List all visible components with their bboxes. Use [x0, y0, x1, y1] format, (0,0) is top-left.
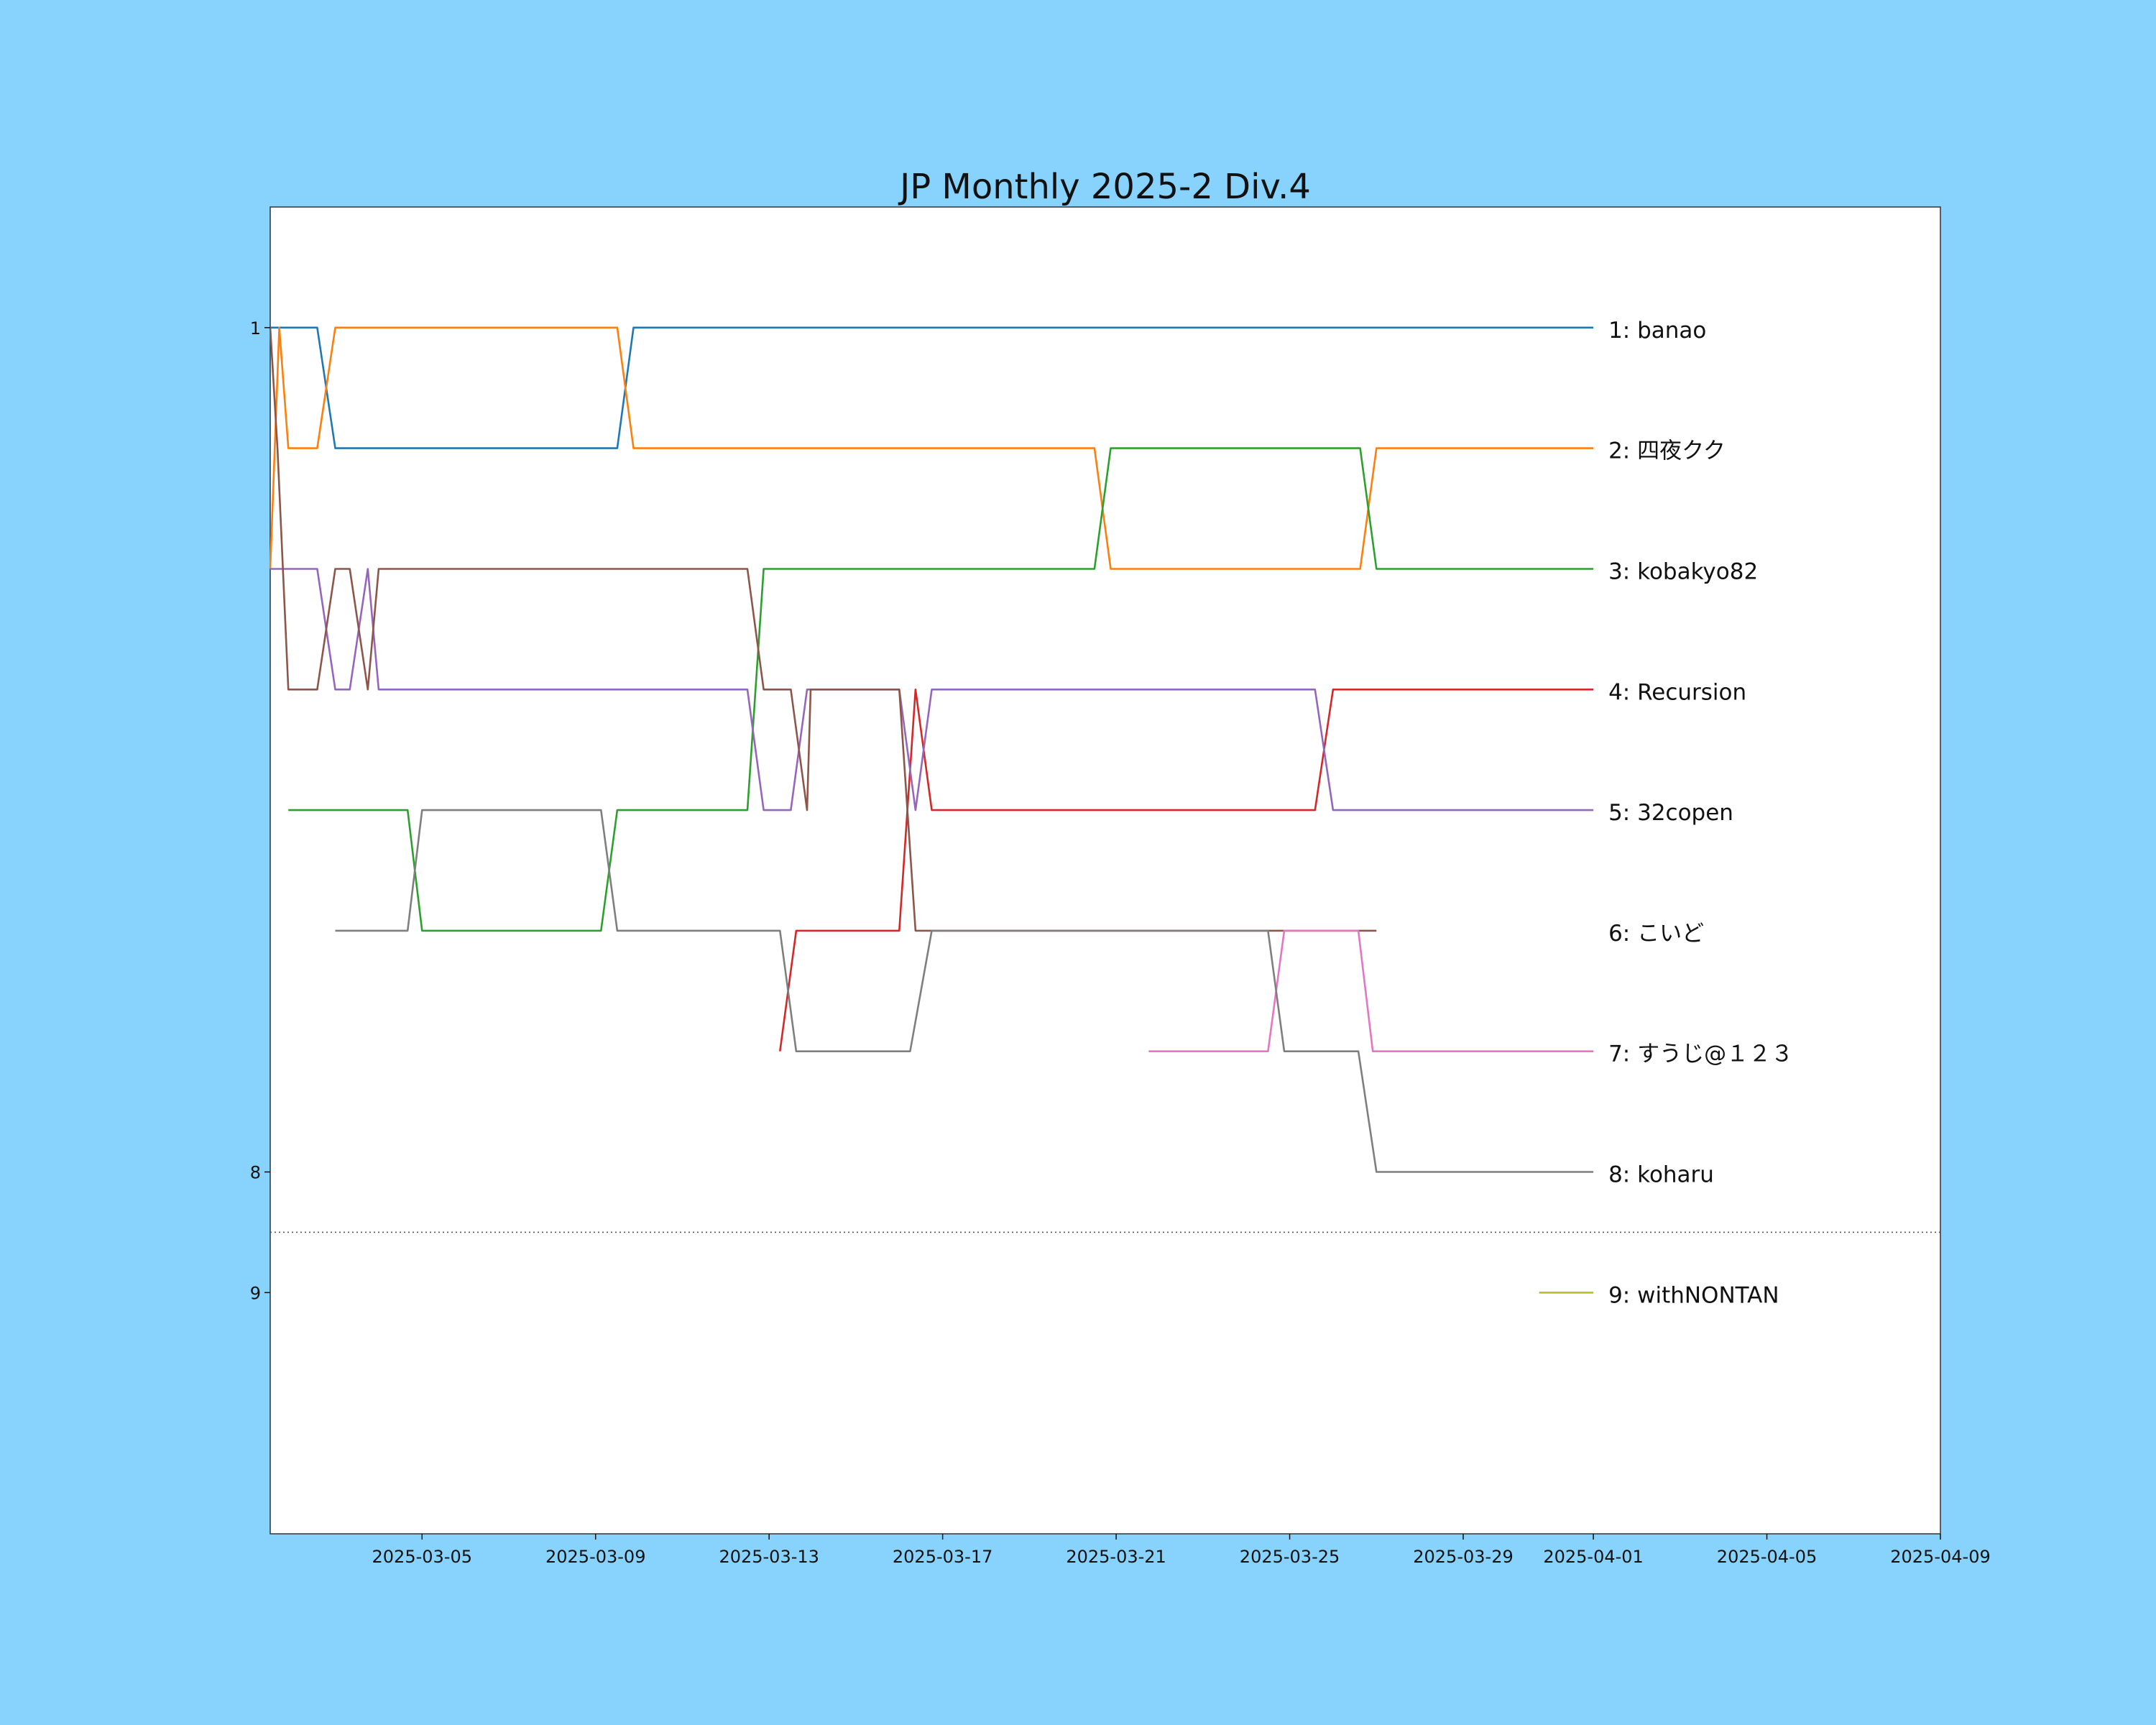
chart-title: JP Monthly 2025-2 Div.4: [898, 167, 1311, 207]
x-tick-label-6: 2025-03-25: [1240, 1547, 1340, 1567]
x-tick-label-4: 2025-03-17: [893, 1547, 992, 1567]
series-label-1: 1: banao: [1608, 318, 1706, 344]
x-axis: 2025-03-05 2025-03-09 2025-03-13 2025-03-17…: [372, 1534, 1991, 1567]
x-tick-label-10: 2025-04-09: [1890, 1547, 1990, 1567]
x-tick-label-3: 2025-03-13: [719, 1547, 819, 1567]
plot-area: [270, 206, 1941, 1535]
series-labels: 1: banao 2: 四夜クク 3: kobakyo82 4: Recursion 5…: [1608, 318, 1793, 1309]
series-label-3: 3: kobakyo82: [1608, 558, 1758, 584]
series-label-2: 2: 四夜クク: [1608, 438, 1726, 464]
series-line-7: [1148, 929, 1594, 1052]
series-label-8: 8: koharu: [1608, 1162, 1714, 1188]
series-label-6: 6: こいど: [1608, 921, 1704, 947]
y-tick-label-3: 9: [250, 1283, 261, 1303]
series-line-6: [269, 327, 1377, 932]
series-line-1: [270, 326, 1594, 449]
series-line-8: [335, 809, 1594, 1173]
x-tick-label-8: 2025-04-01: [1543, 1547, 1643, 1567]
series-label-7: 7: すうじ@１２３: [1608, 1041, 1793, 1067]
series-label-4: 4: Recursion: [1608, 679, 1746, 705]
x-tick-label-5: 2025-03-21: [1066, 1547, 1166, 1567]
x-tick-label-1: 2025-03-05: [372, 1547, 472, 1567]
series-lines: [269, 326, 1594, 1294]
series-line-5: [270, 568, 1594, 811]
y-axis: 1 8 9: [250, 318, 270, 1303]
series-label-5: 5: 32copen: [1608, 800, 1733, 826]
x-tick-label-7: 2025-03-29: [1413, 1547, 1513, 1567]
series-label-9: 9: withNONTAN: [1608, 1282, 1779, 1308]
series-line-3: [288, 447, 1594, 932]
y-tick-label-1: 1: [250, 318, 261, 339]
series-line-2: [269, 326, 1594, 570]
x-tick-label-2: 2025-03-09: [545, 1547, 645, 1567]
y-tick-label-2: 8: [250, 1163, 261, 1183]
x-tick-label-9: 2025-04-05: [1717, 1547, 1817, 1567]
